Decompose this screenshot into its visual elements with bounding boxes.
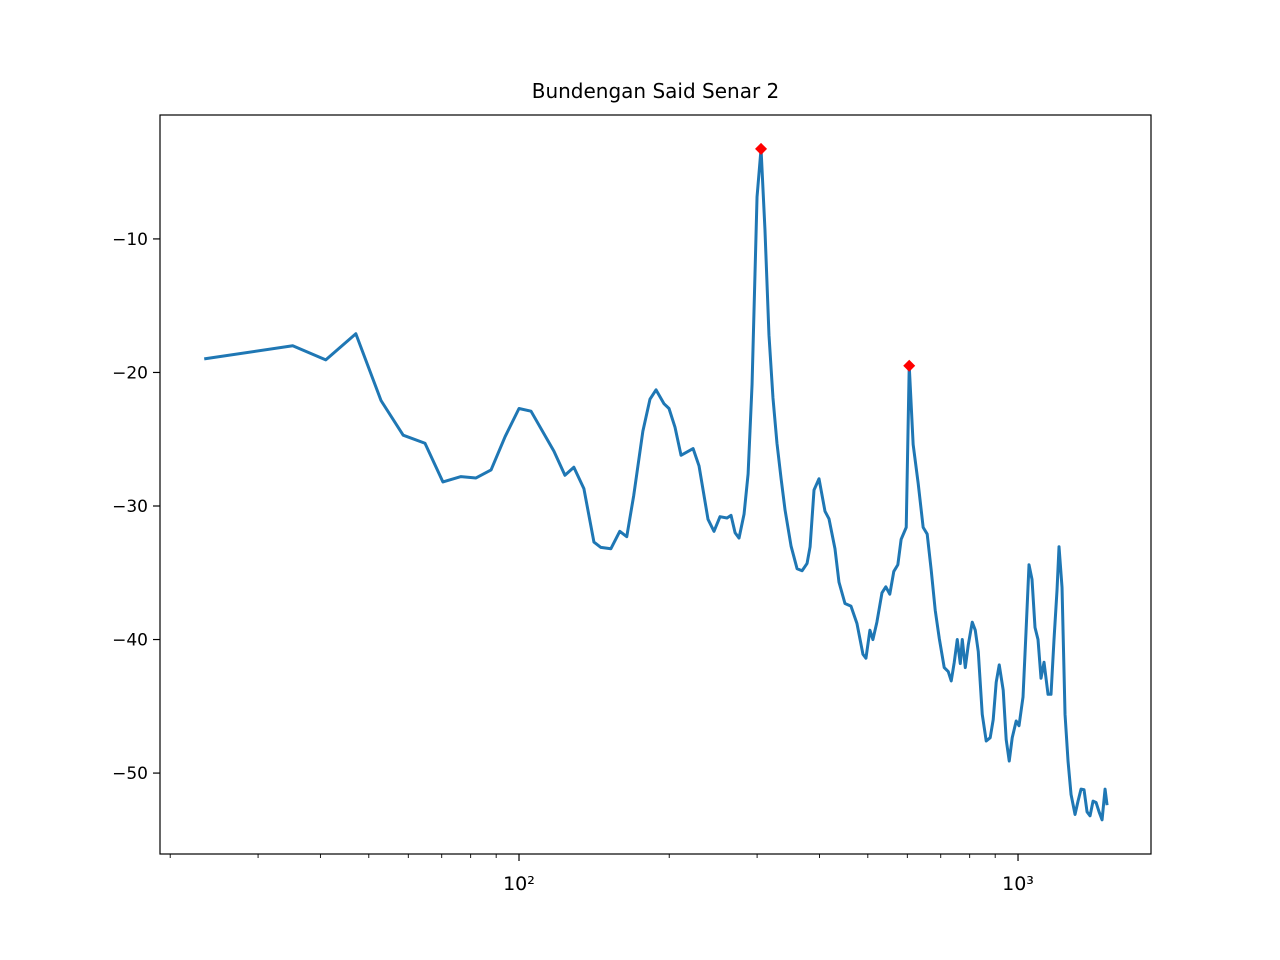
- y-tick-label: −50: [112, 764, 148, 784]
- x-tick-label: 10²: [503, 873, 535, 895]
- chart-title: Bundengan Said Senar 2: [532, 79, 780, 103]
- peak-marker: [903, 359, 916, 372]
- y-tick-label: −10: [112, 230, 148, 250]
- y-tick-label: −30: [112, 497, 148, 517]
- y-tick-label: −40: [112, 631, 148, 651]
- peak-marker: [755, 142, 768, 155]
- data-line: [204, 147, 1109, 822]
- x-tick-label: 10³: [1002, 873, 1034, 895]
- plot-frame: [159, 114, 1152, 855]
- y-tick-label: −20: [112, 363, 148, 383]
